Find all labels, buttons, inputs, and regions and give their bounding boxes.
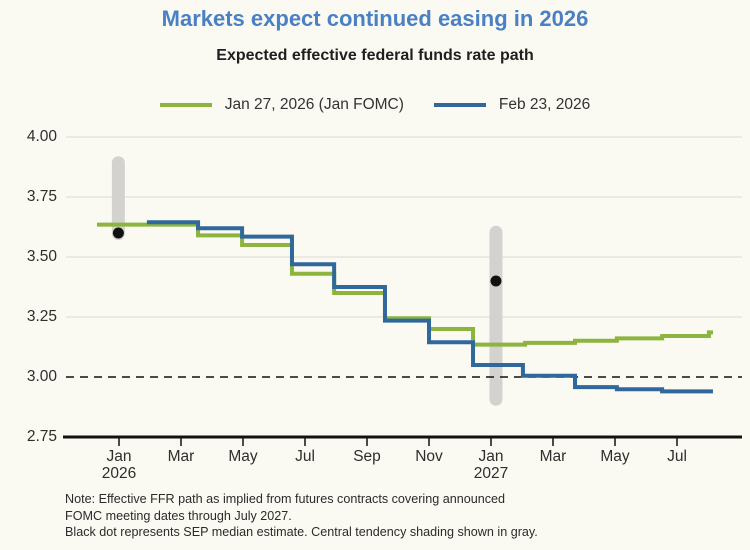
x-tick-year-label: 2027: [473, 465, 509, 482]
footnote-line-2: FOMC meeting dates through July 2027.: [65, 508, 292, 523]
legend-label-feb-23: Feb 23, 2026: [498, 96, 591, 113]
x-tick-label: May: [228, 448, 258, 465]
central-tendency-band: [111, 156, 125, 241]
chart-legend: Jan 27, 2026 (Jan FOMC) Feb 23, 2026: [0, 96, 750, 114]
legend-swatch-green-icon: [159, 102, 212, 108]
y-tick-label: 2.75: [26, 428, 57, 445]
legend-label-jan-fomc: Jan 27, 2026 (Jan FOMC): [224, 96, 404, 113]
x-tick-label: May: [600, 448, 630, 465]
x-tick-label: Jan: [478, 448, 504, 465]
y-tick-label: 3.25: [26, 308, 57, 325]
legend-item-feb-23: Feb 23, 2026: [433, 96, 591, 114]
x-tick-label: Sep: [353, 448, 381, 465]
y-tick-label: 4.00: [26, 128, 57, 145]
sep-median-dot: [490, 275, 502, 287]
x-tick-label: Jul: [667, 448, 687, 465]
central-tendency-band: [489, 225, 503, 406]
chart-title: Markets expect continued easing in 2026: [161, 6, 589, 31]
series-path-blue: [146, 220, 713, 394]
x-tick-label: Jan: [106, 448, 132, 465]
x-tick-label: Mar: [539, 448, 567, 465]
footnote-line-1: Note: Effective FFR path as implied from…: [65, 492, 506, 506]
sep-median-dot: [112, 227, 124, 239]
legend-swatch-blue-icon: [433, 102, 486, 108]
chart-footnote: Note: Effective FFR path as implied from…: [65, 491, 685, 541]
x-tick-year-label: 2026: [101, 465, 137, 482]
x-tick-label: Nov: [415, 448, 443, 465]
y-tick-label: 3.75: [26, 188, 57, 205]
y-tick-label: 3.00: [26, 368, 57, 385]
y-tick-label: 3.50: [26, 248, 57, 265]
legend-item-jan-fomc: Jan 27, 2026 (Jan FOMC): [159, 96, 404, 114]
series-path-green: [96, 222, 713, 347]
x-tick-label: Mar: [167, 448, 195, 465]
footnote-line-3: Black dot represents SEP median estimate…: [65, 525, 538, 539]
chart-subtitle: Expected effective federal funds rate pa…: [216, 47, 534, 64]
x-tick-label: Jul: [295, 448, 315, 465]
